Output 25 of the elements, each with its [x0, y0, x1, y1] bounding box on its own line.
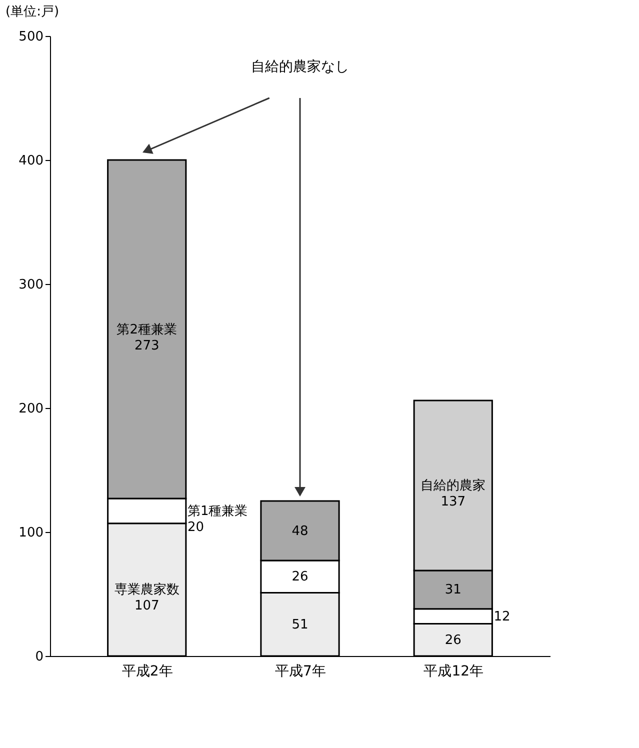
data-label: 20: [187, 520, 204, 535]
data-label: 137: [440, 494, 466, 510]
x-tick-label: 平成12年: [424, 664, 484, 680]
y-tick-label: 300: [18, 278, 44, 292]
series-label: 自給的農家: [420, 478, 486, 494]
series-label: 第2種兼業: [116, 322, 178, 338]
data-label: 107: [134, 598, 160, 614]
y-tick-label: 500: [18, 30, 44, 44]
series-label: 第1種兼業: [187, 504, 248, 519]
y-axis-title: (単位:戸): [6, 4, 60, 20]
x-tick-label: 平成7年: [275, 664, 326, 680]
data-label: 26: [444, 632, 462, 648]
data-label: 26: [292, 570, 308, 585]
data-label: 51: [292, 617, 308, 632]
y-tick-label: 0: [35, 650, 44, 664]
data-label: 48: [292, 524, 308, 539]
x-tick-label: 平成2年: [122, 664, 173, 680]
data-label: 12: [494, 609, 510, 624]
y-tick-label: 200: [18, 402, 44, 416]
y-tick-label: 400: [18, 154, 44, 168]
series-label: 専業農家数: [114, 582, 180, 598]
data-label: 273: [134, 338, 160, 354]
annotation: 自給的農家なし: [251, 59, 349, 75]
data-label: 31: [444, 582, 462, 598]
y-tick-label: 100: [18, 526, 44, 540]
